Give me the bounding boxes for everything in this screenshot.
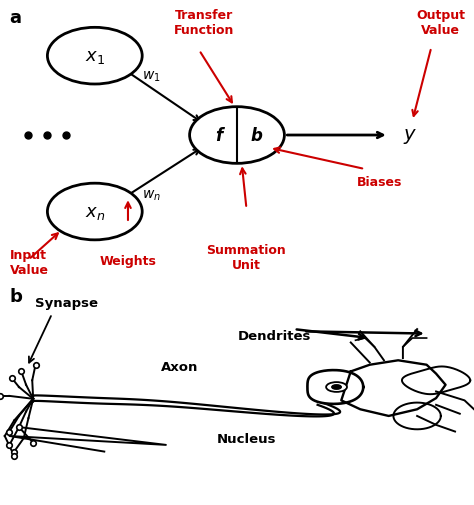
Circle shape [190, 108, 284, 164]
Text: Biases: Biases [356, 175, 402, 188]
Text: $x_n$: $x_n$ [85, 203, 105, 221]
Text: Input
Value: Input Value [9, 249, 48, 277]
Circle shape [326, 382, 347, 392]
Polygon shape [308, 370, 363, 404]
Text: $y$: $y$ [403, 126, 417, 145]
Circle shape [47, 28, 142, 85]
Text: Nucleus: Nucleus [217, 432, 276, 445]
Text: Dendrites: Dendrites [238, 330, 311, 342]
Text: Output
Value: Output Value [416, 9, 465, 36]
Polygon shape [393, 403, 441, 429]
Text: f: f [215, 127, 223, 145]
Text: b: b [250, 127, 262, 145]
Text: $x_1$: $x_1$ [85, 47, 105, 66]
Text: Transfer
Function: Transfer Function [173, 9, 234, 36]
Text: Weights: Weights [100, 255, 156, 268]
Text: Axon: Axon [162, 361, 199, 374]
Polygon shape [402, 367, 470, 394]
Circle shape [332, 385, 341, 389]
Circle shape [47, 184, 142, 240]
Text: $w_1$: $w_1$ [142, 69, 161, 83]
Text: b: b [9, 287, 22, 305]
Text: $w_n$: $w_n$ [142, 188, 161, 203]
Text: Summation
Unit: Summation Unit [207, 243, 286, 271]
Text: Synapse: Synapse [35, 296, 98, 309]
Polygon shape [341, 361, 446, 416]
Text: a: a [9, 9, 21, 26]
